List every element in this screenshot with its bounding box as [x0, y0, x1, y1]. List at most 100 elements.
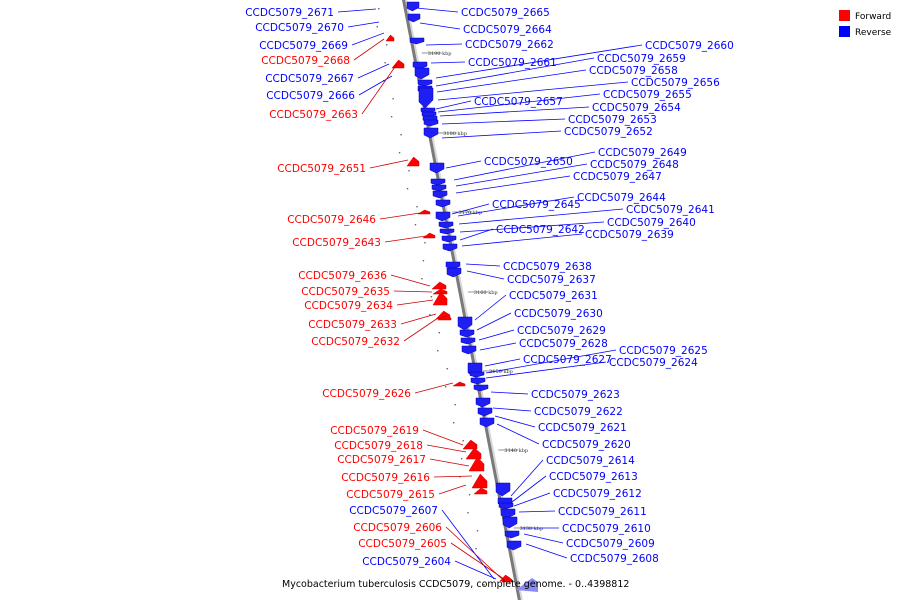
gene-leader-line	[441, 509, 495, 580]
reverse-gene-shape	[414, 67, 430, 80]
gene-label: CCDC5079_2648	[590, 159, 679, 171]
forward-gene-shape	[406, 156, 420, 167]
gene-label: CCDC5079_2627	[523, 354, 612, 366]
gene-label: CCDC5079_2615	[346, 489, 435, 501]
minor-mark	[392, 98, 394, 100]
gene-leader-line	[384, 235, 427, 243]
gene-label: CCDC5079_2612	[553, 488, 642, 500]
forward-gene-shape	[417, 209, 431, 215]
gene-leader-line	[450, 542, 505, 580]
reverse-gene-shape	[409, 37, 425, 45]
gene-label: CCDC5079_2669	[259, 40, 348, 52]
minor-mark	[400, 134, 402, 136]
gene-leader-line	[485, 361, 607, 379]
gene-leader-line	[436, 69, 587, 93]
minor-mark	[430, 296, 433, 298]
gene-label: CCDC5079_2625	[619, 345, 708, 357]
scale-tick-label: 3190 kbp	[428, 51, 452, 57]
reverse-gene-shape	[423, 127, 439, 139]
gene-label: CCDC5079_2668	[261, 55, 350, 67]
reverse-gene-shape	[406, 1, 420, 12]
gene-leader-line	[494, 415, 536, 428]
gene-leader-line	[353, 38, 385, 61]
reverse-gene-shape	[475, 397, 491, 408]
gene-leader-line	[459, 221, 605, 233]
gene-leader-line	[347, 21, 380, 28]
gene-leader-line	[390, 274, 431, 287]
gene-leader-line	[435, 44, 643, 79]
gene-leader-line	[484, 358, 521, 367]
gene-leader-line	[441, 130, 562, 139]
gene-label: CCDC5079_2660	[645, 40, 734, 52]
gene-leader-line	[435, 100, 472, 110]
gene-label: CCDC5079_2619	[330, 425, 419, 437]
legend-reverse-swatch	[839, 26, 850, 37]
gene-leader-line	[445, 526, 503, 580]
reverse-gene-shape	[479, 417, 495, 428]
minor-mark	[384, 62, 386, 64]
gene-leader-line	[510, 459, 544, 497]
reverse-gene-shape	[516, 578, 538, 592]
gene-label: CCDC5079_2666	[266, 90, 355, 102]
reverse-gene-shape	[504, 530, 520, 539]
gene-leader-line	[523, 533, 564, 544]
gene-label: CCDC5079_2661	[468, 57, 557, 69]
minor-mark	[429, 314, 431, 316]
gene-leader-line	[425, 43, 463, 46]
reverse-gene-shape	[470, 377, 486, 385]
gene-label: CCDC5079_2620	[542, 439, 631, 451]
gene-label: CCDC5079_2670	[255, 22, 344, 34]
gene-label: CCDC5079_2644	[577, 192, 666, 204]
minor-mark	[445, 386, 447, 388]
gene-label: CCDC5079_2658	[589, 65, 678, 77]
gene-label: CCDC5079_2653	[568, 114, 657, 126]
forward-gene-shape	[452, 381, 466, 387]
gene-label: CCDC5079_2662	[465, 39, 554, 51]
gene-leader-line	[414, 382, 454, 394]
gene-leader-line	[474, 294, 507, 321]
forward-gene-shape	[468, 456, 485, 472]
minor-mark	[446, 368, 448, 370]
forward-gene-shape	[471, 473, 488, 489]
minor-mark	[460, 458, 463, 460]
gene-label: CCDC5079_2651	[277, 163, 366, 175]
reverse-gene-shape	[461, 345, 477, 355]
gene-leader-line	[379, 212, 421, 220]
minor-mark	[454, 404, 456, 406]
gene-label: CCDC5079_2655	[603, 89, 692, 101]
gene-label: CCDC5079_2650	[484, 156, 573, 168]
gene-leader-line	[465, 263, 501, 267]
minor-mark	[475, 548, 477, 550]
gene-label: CCDC5079_2638	[503, 261, 592, 273]
reverse-gene-shape	[445, 261, 461, 270]
gene-label: CCDC5079_2654	[592, 102, 681, 114]
gene-label: CCDC5079_2607	[349, 505, 438, 517]
gene-label: CCDC5079_2637	[507, 274, 596, 286]
gene-label: CCDC5079_2606	[353, 522, 442, 534]
gene-label: CCDC5079_2671	[245, 7, 334, 19]
forward-gene-shape	[391, 59, 405, 69]
minor-mark	[416, 206, 418, 208]
gene-leader-line	[426, 444, 467, 453]
reverse-gene-shape	[442, 243, 458, 252]
legend: Forward Reverse	[839, 10, 892, 38]
gene-label: CCDC5079_2639	[585, 229, 674, 241]
gene-label: CCDC5079_2623	[531, 389, 620, 401]
gene-label: CCDC5079_2641	[626, 204, 715, 216]
reverse-gene-shape	[412, 61, 428, 70]
forward-gene-shape	[385, 34, 395, 42]
forward-gene-shape	[501, 576, 513, 583]
minor-mark	[414, 224, 417, 226]
forward-gene-shape	[473, 487, 488, 495]
gene-leader-line	[430, 61, 466, 64]
gene-leader-line	[485, 349, 617, 374]
gene-label: CCDC5079_2649	[598, 147, 687, 159]
gene-label: CCDC5079_2618	[334, 440, 423, 452]
reverse-gene-shape	[438, 221, 454, 229]
minor-mark	[421, 278, 423, 280]
gene-leader-line	[466, 270, 505, 280]
gene-leader-line	[496, 423, 540, 445]
minor-mark	[398, 152, 401, 154]
gene-label: CCDC5079_2613	[549, 471, 638, 483]
gene-label: CCDC5079_2633	[308, 319, 397, 331]
